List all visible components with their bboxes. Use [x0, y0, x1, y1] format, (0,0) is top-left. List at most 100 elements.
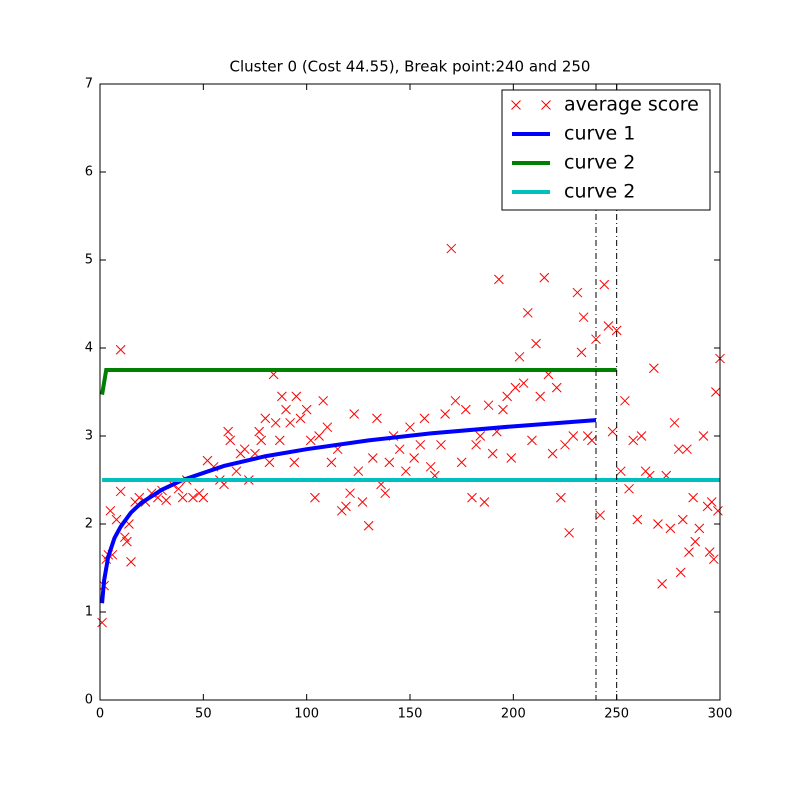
scatter-point: [357, 497, 368, 507]
scatter-point: [349, 409, 360, 419]
scatter-point: [531, 338, 541, 349]
scatter-point: [578, 312, 589, 323]
scatter-point: [706, 497, 717, 507]
scatter-point: [115, 486, 126, 497]
legend-label: average score: [564, 94, 699, 116]
scatter-point: [632, 514, 643, 525]
scatter-point: [560, 439, 570, 450]
scatter-point: [636, 431, 647, 441]
x-tick-label: 0: [96, 707, 104, 722]
scatter-point: [649, 363, 659, 374]
scatter-point: [345, 488, 355, 499]
scatter-point: [690, 536, 701, 547]
scatter-point: [657, 578, 667, 589]
x-tick-label: 150: [398, 707, 423, 722]
scatter-point: [126, 556, 136, 567]
scatter-point: [518, 378, 529, 389]
scatter-point: [105, 505, 116, 516]
scatter-point: [341, 501, 351, 512]
scatter-point: [188, 492, 198, 503]
x-tick-label: 250: [604, 707, 629, 722]
scatter-point: [694, 523, 705, 534]
scatter-point: [122, 536, 132, 547]
scatter-point: [556, 492, 566, 503]
legend-marker: [511, 100, 521, 110]
scatter-point: [384, 457, 395, 468]
scatter-point: [506, 453, 517, 463]
scatter-point: [419, 413, 430, 424]
scatter-point: [285, 417, 295, 428]
scatter-point: [510, 382, 521, 393]
scatter-point: [527, 435, 537, 446]
legend-marker: [541, 100, 551, 110]
scatter-point: [551, 382, 562, 393]
scatter-point: [295, 413, 306, 424]
scatter-point: [708, 554, 719, 565]
scatter-point: [270, 417, 281, 428]
scatter-point: [394, 444, 405, 455]
scatter-point: [564, 527, 574, 538]
scatter-point: [440, 409, 450, 419]
scatter-point: [607, 426, 618, 437]
scatter-point: [310, 492, 320, 503]
scatter-point: [599, 279, 610, 290]
scatter-point: [289, 457, 300, 468]
legend-label: curve 1: [564, 123, 635, 145]
y-tick-label: 6: [85, 165, 93, 180]
scatter-point: [494, 274, 504, 285]
scatter-point: [318, 395, 329, 406]
x-tick-label: 300: [708, 707, 733, 722]
scatter-point: [713, 505, 723, 516]
scatter-point: [673, 444, 684, 455]
scatter-point: [456, 457, 467, 468]
scatter-point: [173, 483, 184, 494]
scatter-point: [177, 492, 188, 503]
legend-label: curve 2: [564, 181, 635, 203]
scatter-point: [471, 439, 481, 450]
scatter-point: [353, 466, 364, 477]
scatter-point: [446, 243, 457, 254]
scatter-point: [436, 439, 446, 450]
scatter-point: [425, 461, 436, 472]
scatter-point: [115, 344, 126, 355]
scatter-point: [624, 483, 634, 494]
scatter-point: [274, 435, 285, 446]
scatter-point: [239, 444, 250, 455]
scatter-point: [305, 435, 316, 446]
scatter-point: [322, 422, 333, 433]
plot-frame: [99, 83, 721, 701]
scatter-point: [475, 431, 486, 441]
scatter-point: [97, 617, 107, 628]
scatter-point: [231, 466, 242, 477]
scatter-point: [198, 492, 209, 503]
scatter-point: [111, 514, 122, 525]
scatter-point: [653, 519, 663, 529]
scatter-point: [450, 395, 461, 406]
y-tick-label: 4: [85, 341, 93, 356]
scatter-point: [254, 426, 264, 437]
curve: [100, 368, 617, 395]
scatter-point: [301, 404, 312, 415]
scatter-point: [576, 347, 587, 358]
scatter-point: [487, 448, 498, 459]
scatter-point: [539, 272, 550, 283]
scatter-point: [502, 391, 512, 402]
y-tick-label: 7: [85, 77, 93, 92]
scatter-point: [568, 431, 579, 441]
scatter-point: [367, 453, 378, 463]
scatter-point: [514, 351, 525, 362]
scatter-point: [401, 466, 411, 477]
scatter-point: [264, 457, 275, 468]
scatter-point: [498, 404, 508, 415]
scatter-point: [291, 391, 302, 402]
scatter-point: [535, 391, 546, 402]
y-tick-label: 0: [85, 693, 93, 708]
scatter-point: [326, 457, 337, 468]
scatter-point: [628, 435, 639, 446]
scatter-point: [669, 417, 680, 428]
scatter-point: [460, 404, 471, 415]
scatter-point: [572, 287, 583, 298]
legend-label: curve 2: [564, 152, 635, 174]
scatter-point: [405, 422, 415, 433]
